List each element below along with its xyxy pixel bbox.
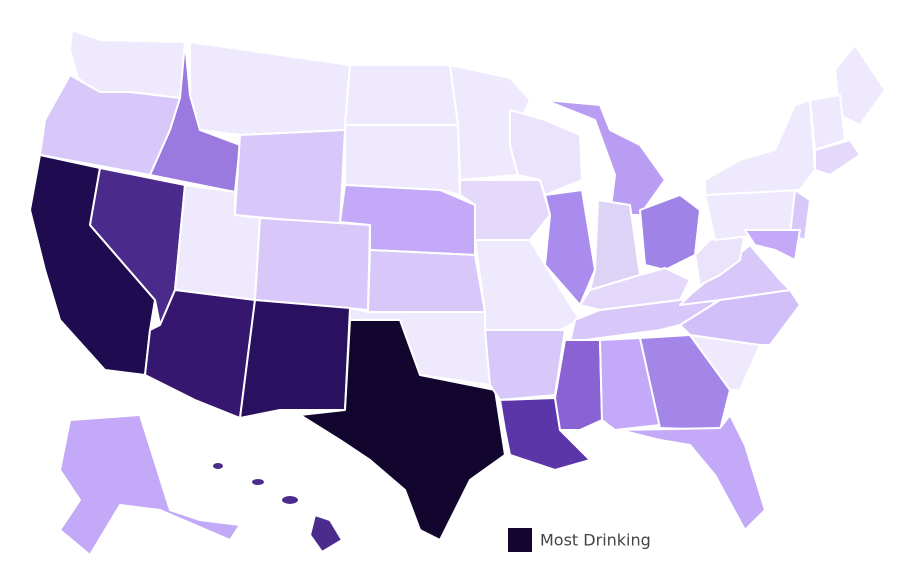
state [544,99,666,216]
island [211,461,225,471]
state [254,217,371,311]
state [744,229,801,261]
state [59,414,241,556]
state [809,94,846,151]
island [250,477,266,487]
state [299,319,506,541]
state [619,414,766,531]
states [29,29,886,556]
state [694,229,746,286]
state [554,339,603,431]
state [367,249,486,313]
state [344,124,461,196]
state [239,299,351,419]
state [704,99,816,196]
state [639,194,701,271]
island [309,514,343,553]
legend-label: Most Drinking [540,531,651,550]
state [814,139,861,176]
state [234,129,346,226]
state [789,189,811,241]
state [189,41,351,136]
state [344,64,459,126]
state [474,239,581,331]
legend-swatch [508,528,532,552]
state [484,329,566,401]
state [639,334,731,431]
island [280,494,300,506]
